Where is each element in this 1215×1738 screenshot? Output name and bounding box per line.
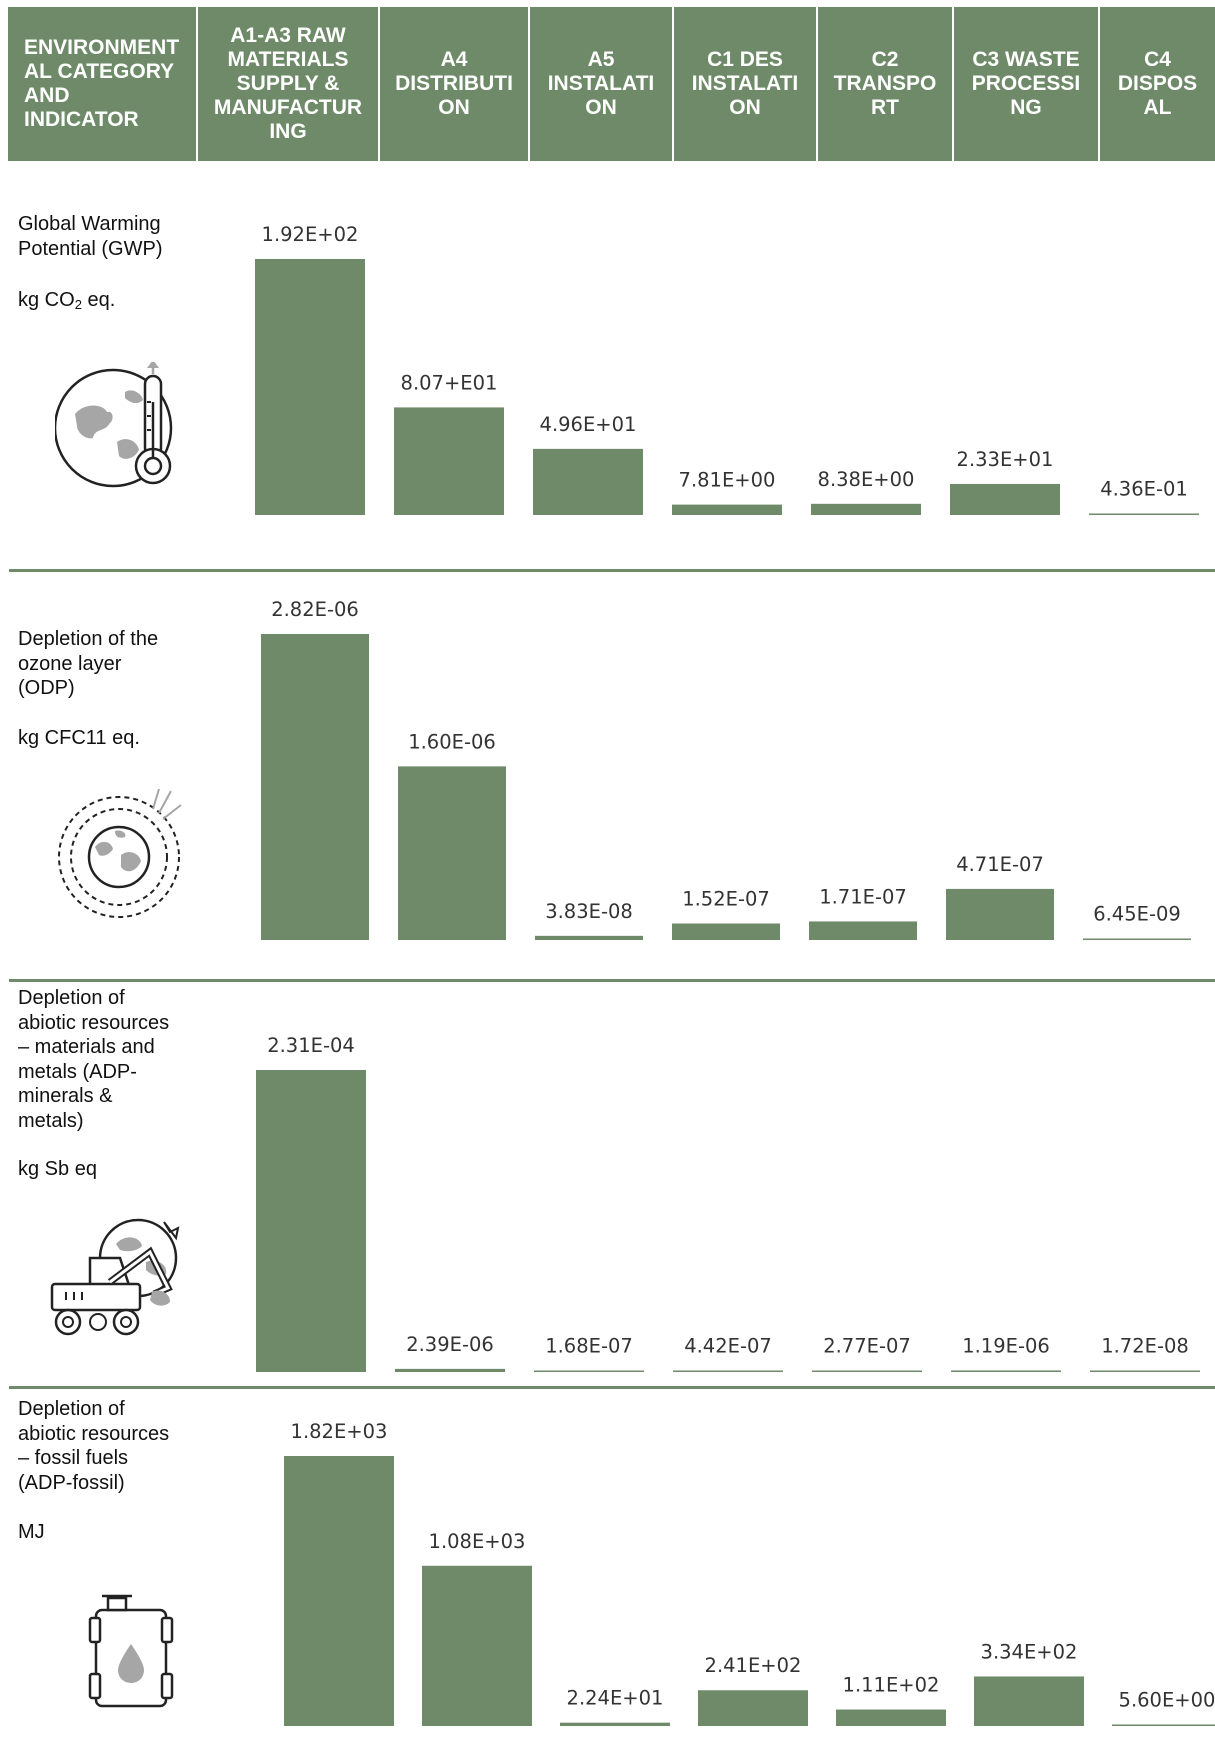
bar-c3	[946, 888, 1054, 940]
data-label: 1.82E+03	[291, 1420, 388, 1443]
data-label: 8.07+E01	[401, 371, 498, 394]
bar-c4	[1112, 1724, 1215, 1726]
data-label: 6.45E-09	[1093, 903, 1181, 926]
data-label: 4.42E-07	[684, 1335, 772, 1358]
indicator-unit-odp: kg CFC11 eq.	[18, 727, 140, 749]
header-label: C4 DISPOS AL	[1117, 48, 1198, 119]
header-label: C3 WASTE PROCESSI NG	[971, 48, 1081, 119]
data-label: 2.33E+01	[957, 448, 1054, 471]
data-label: 2.82E-06	[271, 598, 359, 621]
header-c1-column: C1 DES INSTALATI ON	[674, 7, 816, 161]
bar-a5	[560, 1722, 670, 1726]
data-label: 1.19E-06	[962, 1334, 1050, 1357]
bar-c3	[951, 1370, 1061, 1372]
header-a1a3-column: A1-A3 RAW MATERIALS SUPPLY & MANUFACTUR …	[198, 7, 378, 161]
indicator-label-gwp: Global Warming Potential (GWP)	[18, 213, 163, 260]
odp-bar-chart: 2.82E-06 1.60E-06 3.83E-08 1.52E-07 1.71E-07…	[261, 598, 1191, 940]
data-label: 2.39E-06	[406, 1333, 494, 1356]
section-divider	[9, 569, 1215, 572]
bar-c1	[672, 923, 780, 940]
bar-a4	[398, 766, 506, 940]
oil-barrel-icon	[88, 1594, 174, 1708]
bar-c4	[1089, 513, 1199, 515]
data-label: 5.60E+00	[1119, 1689, 1215, 1712]
data-label: 1.60E-06	[408, 730, 496, 753]
bar-c4	[1083, 938, 1191, 940]
bar-c3	[950, 483, 1060, 515]
indicator-label-adp-minerals: Depletion of abiotic resources – materia…	[18, 987, 170, 1132]
data-label: 1.71E-07	[819, 885, 907, 908]
bar-a1-a3	[255, 259, 365, 515]
data-label: 2.31E-04	[267, 1034, 355, 1057]
header-label: A1-A3 RAW MATERIALS SUPPLY & MANUFACTUR …	[213, 24, 363, 143]
data-label: 8.38E+00	[818, 468, 915, 491]
indicator-unit-adp-fossil: MJ	[18, 1521, 45, 1543]
gwp-bar-chart: 1.92E+02 8.07+E01 4.96E+01 7.81E+00 8.38E+00…	[255, 223, 1199, 515]
data-label: 1.68E-07	[545, 1335, 633, 1358]
data-label: 1.52E-07	[682, 888, 770, 911]
adp-minerals-bar-chart: 2.31E-04 2.39E-06 1.68E-07 4.42E-07 2.77E-07…	[256, 1034, 1200, 1372]
ozone-layer-globe-icon	[58, 788, 182, 918]
bar-c1	[672, 504, 782, 515]
header-c4-column: C4 DISPOS AL	[1100, 7, 1215, 161]
data-label: 2.77E-07	[823, 1335, 911, 1358]
header-a4-column: A4 DISTRIBUTI ON	[380, 7, 528, 161]
bar-a4	[422, 1565, 532, 1726]
data-label: 4.36E-01	[1100, 478, 1188, 501]
bar-a1-a3	[261, 634, 369, 940]
bar-c2	[812, 1370, 922, 1372]
header-label: C2 TRANSPO RT	[833, 48, 937, 119]
data-label: 2.24E+01	[567, 1687, 664, 1710]
header-a5-column: A5 INSTALATI ON	[530, 7, 672, 161]
section-divider	[9, 979, 1215, 982]
data-label: 3.83E-08	[545, 900, 633, 923]
bar-c2	[811, 503, 921, 515]
section-divider	[9, 1386, 1215, 1389]
header-c2-column: C2 TRANSPO RT	[818, 7, 952, 161]
bar-c1	[673, 1370, 783, 1372]
bar-c1	[698, 1690, 808, 1726]
indicator-label-odp: Depletion of the ozone layer (ODP)	[18, 628, 159, 699]
adp-fossil-bar-chart: 1.82E+03 1.08E+03 2.24E+01 2.41E+02 1.11E+02…	[284, 1420, 1215, 1726]
data-label: 2.41E+02	[705, 1654, 802, 1677]
data-label: 4.71E-07	[956, 853, 1044, 876]
data-label: 4.96E+01	[540, 413, 637, 436]
indicator-unit-adp-minerals: kg Sb eq	[18, 1158, 97, 1180]
header-indicator-column: ENVIRONMENT AL CATEGORY AND INDICATOR	[8, 7, 196, 161]
data-label: 1.08E+03	[429, 1530, 526, 1553]
indicator-label-adp-fossil: Depletion of abiotic resources – fossil …	[18, 1398, 170, 1494]
bar-a5	[534, 1370, 644, 1372]
bar-c2	[836, 1709, 946, 1726]
header-label: ENVIRONMENT AL CATEGORY AND INDICATOR	[24, 36, 180, 131]
bar-a1-a3	[284, 1456, 394, 1726]
data-label: 1.72E-08	[1101, 1335, 1189, 1358]
bar-c2	[809, 921, 917, 940]
bar-c3	[974, 1676, 1084, 1726]
data-label: 7.81E+00	[679, 469, 776, 492]
bar-a4	[394, 407, 504, 515]
globe-thermometer-icon	[55, 362, 173, 488]
indicator-unit-gwp: kg CO2 eq.	[18, 289, 116, 312]
bar-a1-a3	[256, 1070, 366, 1372]
data-label: 3.34E+02	[981, 1640, 1078, 1663]
bar-a5	[533, 448, 643, 515]
data-label: 1.92E+02	[262, 223, 359, 246]
data-label: 1.11E+02	[843, 1674, 940, 1697]
mining-excavator-globe-icon	[50, 1218, 180, 1336]
bar-a4	[395, 1368, 505, 1372]
bar-a5	[535, 935, 643, 940]
bar-c4	[1090, 1370, 1200, 1372]
header-c3-column: C3 WASTE PROCESSI NG	[954, 7, 1098, 161]
header-label: C1 DES INSTALATI ON	[691, 48, 799, 119]
header-label: A4 DISTRIBUTI ON	[395, 48, 513, 119]
header-label: A5 INSTALATI ON	[547, 48, 655, 119]
